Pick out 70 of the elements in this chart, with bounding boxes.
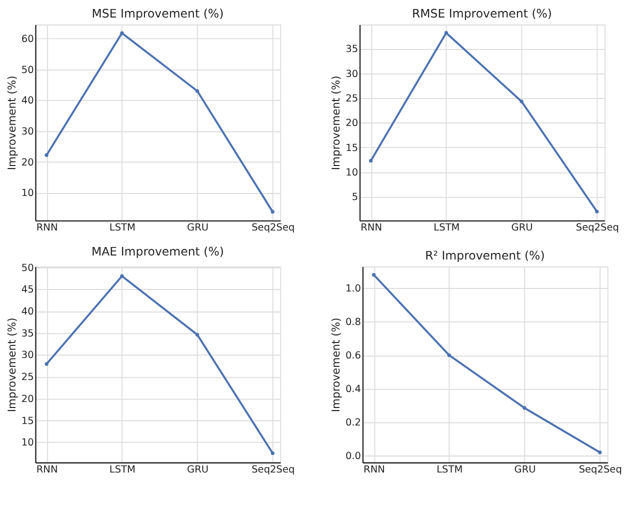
y-tick-label: 5 bbox=[352, 192, 358, 204]
x-tick-label: RNN bbox=[36, 222, 58, 234]
y-tick-label: 30 bbox=[21, 350, 34, 362]
y-tick-label: 1.0 bbox=[345, 284, 362, 295]
x-tick-label: GRU bbox=[511, 222, 533, 234]
x-tick-label: GRU bbox=[187, 222, 209, 234]
y-tick-label: 15 bbox=[21, 416, 34, 427]
y-tick-label: 0.6 bbox=[345, 350, 362, 362]
point bbox=[595, 210, 599, 214]
point bbox=[447, 353, 451, 358]
y-tick-label: 50 bbox=[21, 262, 34, 274]
y-tick-label: 35 bbox=[346, 44, 358, 56]
x-tick-label: RNN bbox=[364, 464, 385, 476]
point bbox=[44, 153, 48, 157]
y-tick-label: 0.4 bbox=[345, 384, 362, 396]
x-tick-label: GRU bbox=[187, 464, 209, 476]
line-series bbox=[372, 273, 602, 454]
y-tick-label: 25 bbox=[346, 93, 358, 104]
point bbox=[372, 273, 376, 277]
y-tick-label: 15 bbox=[346, 142, 358, 154]
x-tick-label: LSTM bbox=[436, 464, 463, 476]
y-tick-label: 0.2 bbox=[345, 418, 362, 429]
y-axis-title: Improvement (%) bbox=[330, 318, 343, 412]
y-tick-label: 45 bbox=[21, 284, 34, 296]
point bbox=[444, 31, 448, 35]
chart-title: MAE Improvement (%) bbox=[92, 244, 224, 259]
x-tick-label: GRU bbox=[514, 464, 536, 476]
y-axis-title: Improvement (%) bbox=[5, 76, 18, 170]
chart-title: R² Improvement (%) bbox=[425, 248, 545, 263]
y-tick-label: 40 bbox=[21, 306, 34, 318]
y-tick-label: 0.0 bbox=[345, 451, 362, 462]
point bbox=[120, 274, 124, 278]
chart-title: MSE Improvement (%) bbox=[92, 6, 224, 21]
y-tick-label: 40 bbox=[21, 96, 34, 107]
y-tick-label: 20 bbox=[21, 394, 34, 405]
y-axis-title: Improvement (%) bbox=[5, 318, 18, 412]
y-tick-label: 0.8 bbox=[345, 317, 362, 328]
point bbox=[520, 100, 524, 104]
y-tick-label: 20 bbox=[21, 157, 34, 168]
y-tick-label: 10 bbox=[21, 188, 34, 200]
x-tick-label: Seq2Seq bbox=[576, 222, 619, 234]
chart-title: RMSE Improvement (%) bbox=[412, 6, 552, 21]
y-tick-label: 35 bbox=[21, 328, 34, 340]
point bbox=[120, 31, 124, 35]
x-tick-label: LSTM bbox=[109, 464, 136, 476]
y-tick-label: 30 bbox=[21, 126, 34, 138]
point bbox=[195, 332, 200, 337]
y-tick-label: 60 bbox=[21, 34, 34, 46]
x-tick-label: Seq2Seq bbox=[252, 464, 295, 476]
y-tick-label: 25 bbox=[21, 372, 34, 384]
point bbox=[44, 362, 48, 366]
point bbox=[369, 158, 373, 163]
y-tick-label: 10 bbox=[21, 438, 34, 449]
point bbox=[522, 406, 526, 410]
point bbox=[270, 210, 274, 214]
point bbox=[598, 450, 602, 454]
y-axis-title: Improvement (%) bbox=[330, 76, 343, 170]
x-tick-label: LSTM bbox=[109, 222, 136, 234]
point bbox=[270, 451, 274, 456]
x-tick-label: RNN bbox=[360, 222, 382, 234]
y-tick-label: 10 bbox=[346, 167, 358, 178]
point bbox=[195, 89, 200, 93]
y-tick-label: 20 bbox=[346, 118, 358, 130]
x-tick-label: Seq2Seq bbox=[578, 464, 622, 476]
x-tick-label: Seq2Seq bbox=[252, 222, 295, 234]
line-series bbox=[369, 31, 599, 214]
x-tick-label: RNN bbox=[36, 464, 58, 476]
y-tick-label: 30 bbox=[346, 68, 358, 80]
y-tick-label: 50 bbox=[21, 64, 34, 76]
x-tick-label: LSTM bbox=[434, 222, 460, 234]
